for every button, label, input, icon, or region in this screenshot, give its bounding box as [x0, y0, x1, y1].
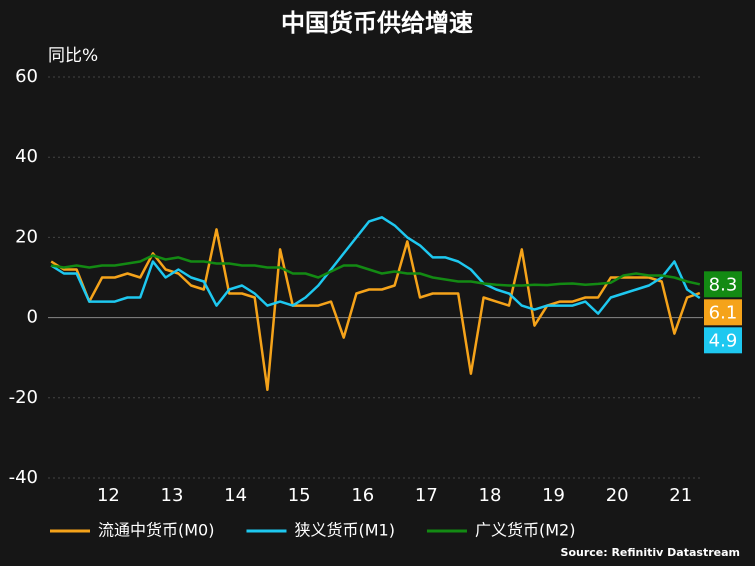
x-tick-label: 20	[606, 485, 629, 506]
x-tick-label: 19	[542, 485, 565, 506]
x-tick-label: 14	[224, 485, 247, 506]
y-tick-label: 60	[15, 66, 38, 87]
x-tick-label: 18	[479, 485, 502, 506]
x-tick-label: 13	[161, 485, 184, 506]
y-tick-label: 40	[15, 146, 38, 167]
y-tick-label: -20	[9, 387, 38, 408]
line-series	[51, 254, 701, 287]
end-label-box	[704, 327, 742, 354]
legend-label: 广义货币(M2)	[475, 521, 575, 540]
x-tick-label: 12	[97, 485, 120, 506]
chart-title: 中国货币供给增速	[281, 9, 473, 37]
x-tick-label: 17	[415, 485, 438, 506]
line-series	[50, 228, 701, 392]
y-axis-label: 同比%	[48, 46, 98, 66]
source: Source: Refinitiv Datastream	[561, 546, 740, 559]
legend-label: 流通中货币(M0)	[98, 521, 214, 540]
y-tick-label: -40	[9, 467, 38, 488]
end-label-box	[704, 271, 742, 298]
y-tick-label: 20	[15, 226, 38, 247]
end-label: 8.3	[709, 274, 738, 295]
end-label-box	[704, 299, 742, 326]
x-tick-label: 21	[669, 485, 692, 506]
y-tick-label: 0	[27, 307, 38, 328]
legend-label: 狭义货币(M1)	[294, 521, 394, 540]
x-tick-label: 16	[351, 485, 374, 506]
end-label: 6.1	[709, 302, 738, 323]
x-tick-label: 15	[288, 485, 311, 506]
line-series	[50, 216, 701, 315]
end-label: 4.9	[709, 330, 738, 351]
